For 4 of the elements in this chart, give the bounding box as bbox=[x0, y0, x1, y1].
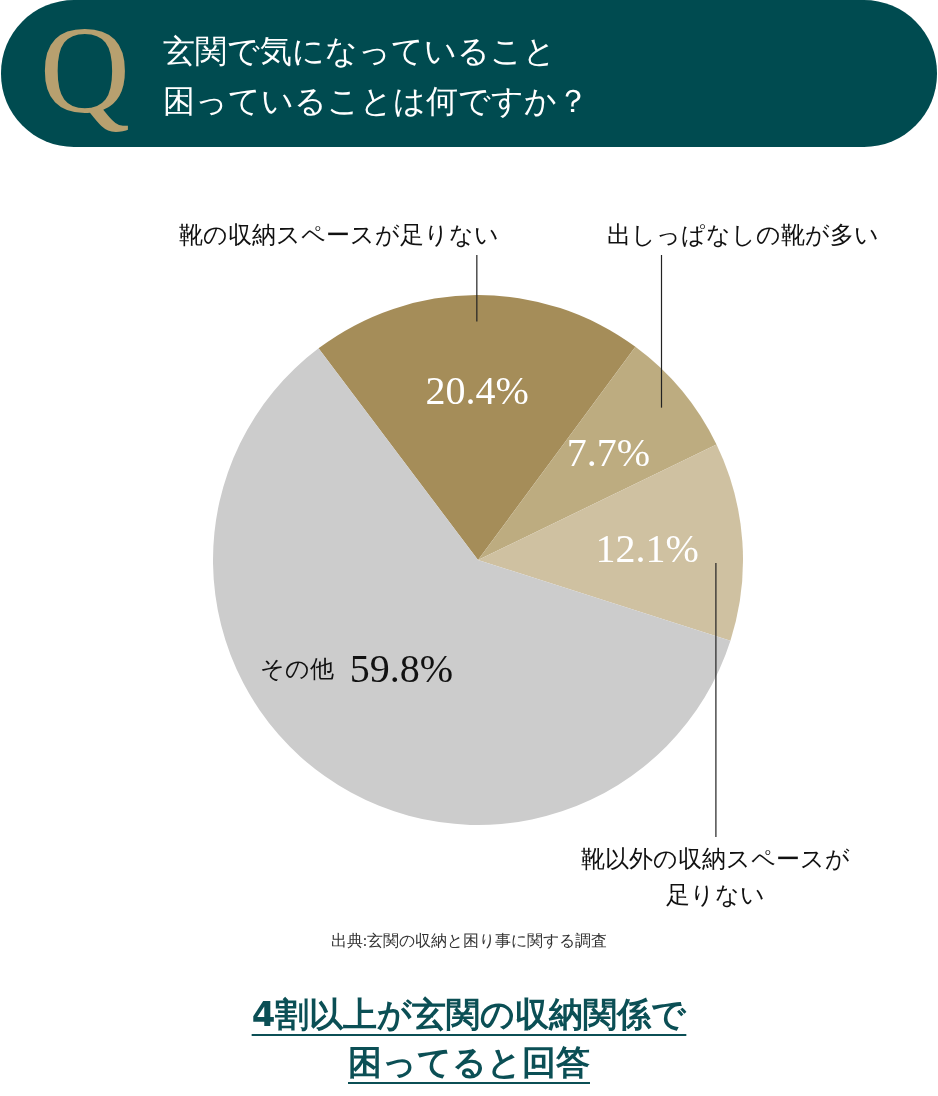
annotation: 4割以上が玄関の収納関係で困ってると回答 bbox=[250, 993, 688, 1085]
annotation: 出典:玄関の収納と困り事に関する調査 bbox=[330, 932, 608, 949]
title: 玄関で気になっていること困っていることは何ですか？ bbox=[163, 32, 589, 120]
annotation: Q bbox=[39, 1, 131, 139]
